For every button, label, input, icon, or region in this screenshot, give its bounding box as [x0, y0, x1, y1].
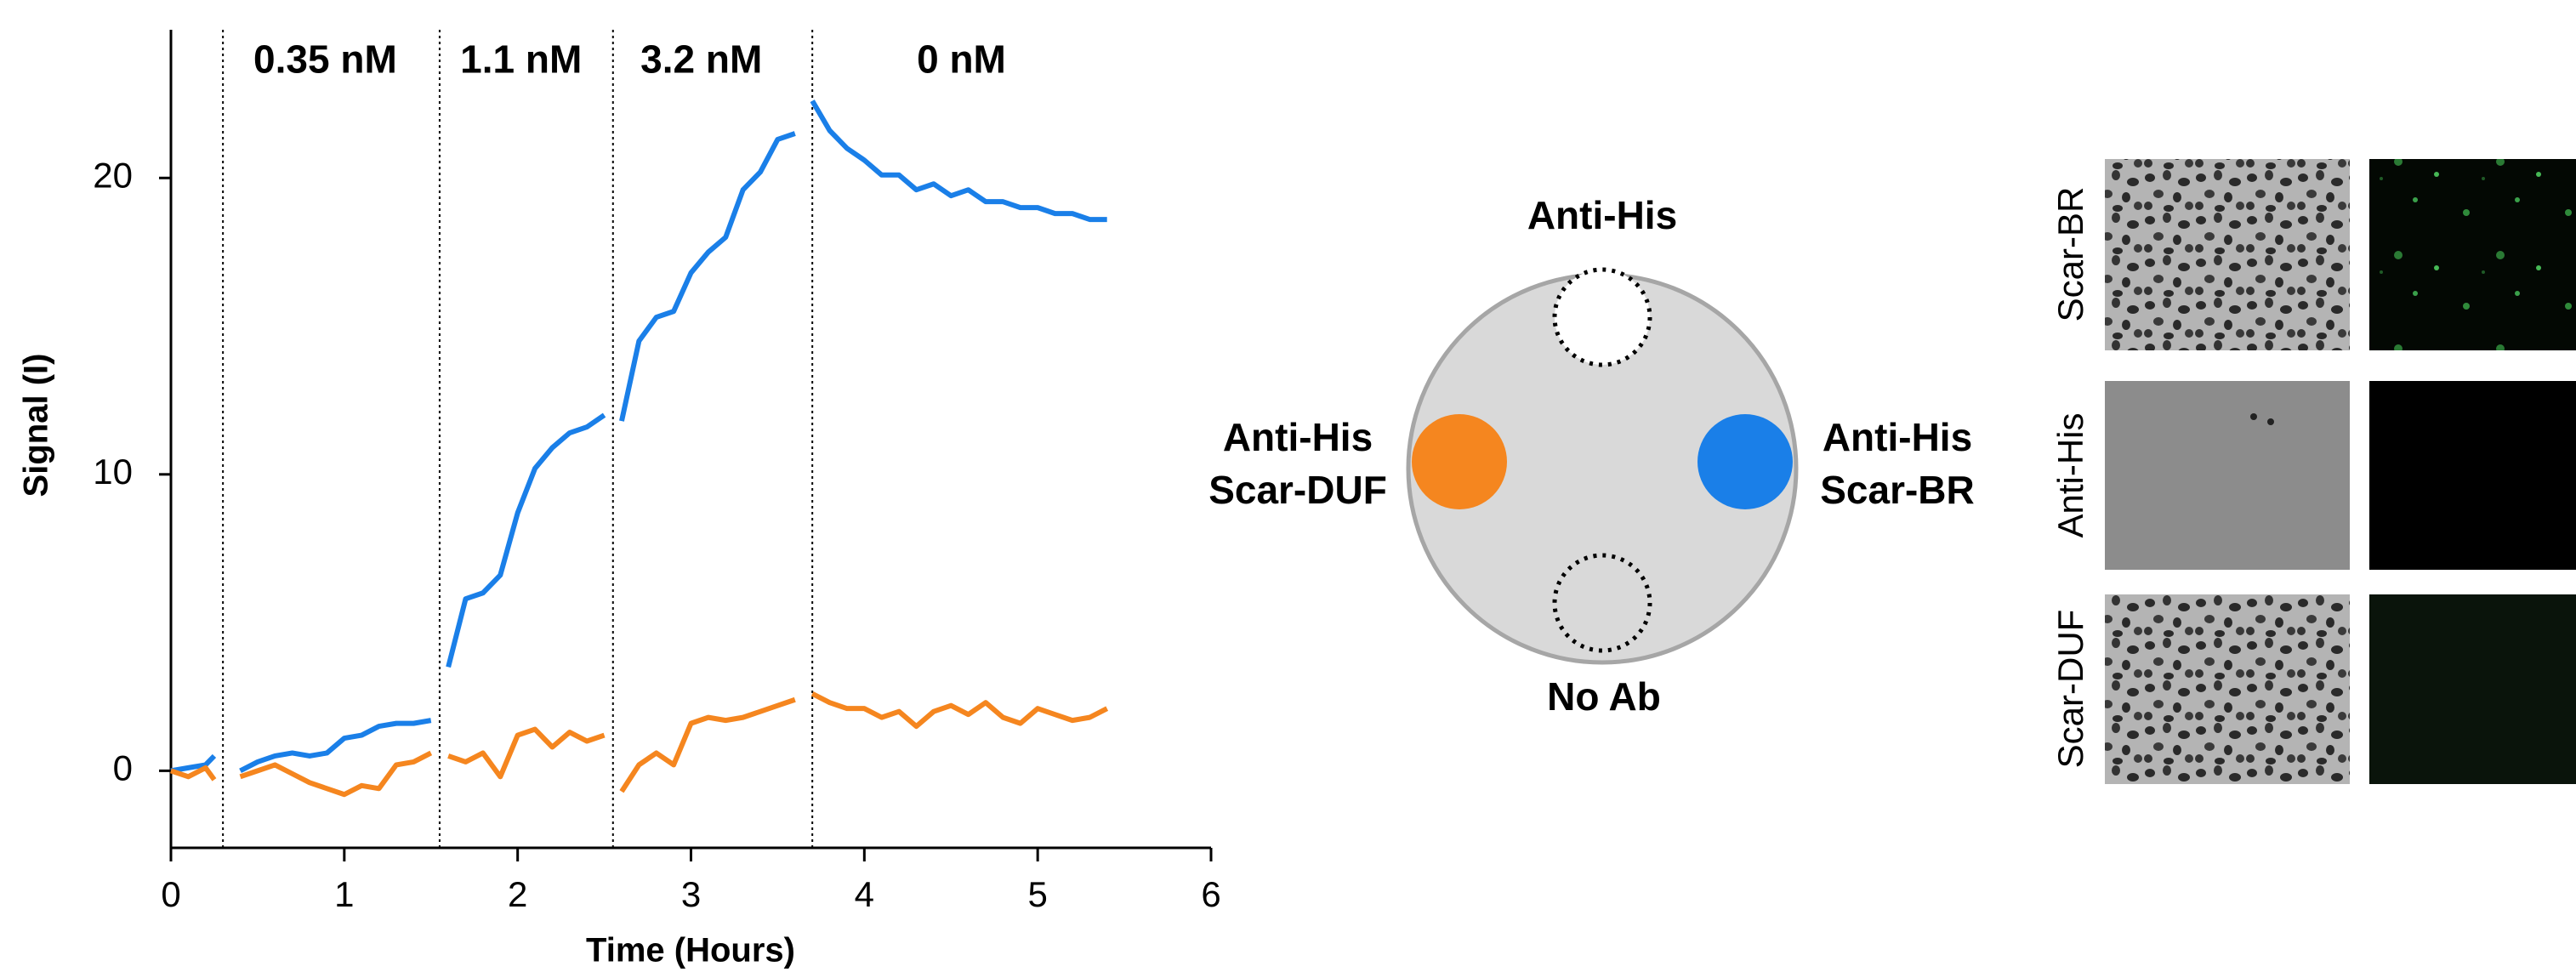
y-tick-label: 20: [93, 155, 133, 195]
image: [2369, 594, 2576, 784]
x-tick-label: 6: [1201, 874, 1220, 914]
image-detail: [2267, 418, 2274, 425]
series-line: [170, 691, 1109, 798]
phase-label: 0.35 nM: [253, 37, 397, 81]
image: [2369, 381, 2576, 570]
label-left: Scar-DUF: [1208, 468, 1387, 512]
label-left: Anti-His: [1223, 415, 1373, 459]
image: [2369, 159, 2576, 350]
row-label: Anti-His: [2050, 412, 2090, 537]
spot-orange: [1412, 414, 1507, 509]
spot-blue: [1697, 414, 1793, 509]
image: [2105, 594, 2350, 784]
x-tick-label: 4: [855, 874, 874, 914]
row-label: Scar-BR: [2050, 187, 2090, 322]
spot-empty: [1552, 267, 1652, 367]
label-top: Anti-His: [1527, 193, 1677, 237]
x-tick-label: 5: [1027, 874, 1047, 914]
phase-label: 0 nM: [917, 37, 1006, 81]
x-tick-label: 2: [508, 874, 527, 914]
image-detail: [2250, 413, 2257, 420]
x-axis-label: Time (Hours): [586, 932, 795, 969]
x-tick-label: 1: [334, 874, 354, 914]
phase-label: 3.2 nM: [640, 37, 762, 81]
label-bottom: No Ab: [1547, 674, 1661, 719]
micrographs: Scar-BR Anti-His Scar-DUF: [2050, 159, 2576, 784]
y-axis-label: Signal (I): [18, 354, 55, 497]
label-right: Anti-His: [1823, 415, 1972, 459]
x-tick-label: 3: [681, 874, 701, 914]
y-tick-label: 10: [93, 452, 133, 492]
row-label: Scar-DUF: [2050, 610, 2090, 769]
image: [2105, 381, 2350, 570]
spot-empty: [1552, 553, 1652, 653]
diagram: Anti-His Anti-His Scar-DUF Anti-His Scar…: [1208, 193, 1975, 719]
series-line: [170, 99, 1107, 774]
label-right: Scar-BR: [1820, 468, 1975, 512]
y-tick-label: 0: [113, 747, 133, 787]
image: [2105, 159, 2350, 350]
phase-label: 1.1 nM: [460, 37, 582, 81]
x-tick-label: 0: [161, 874, 180, 914]
